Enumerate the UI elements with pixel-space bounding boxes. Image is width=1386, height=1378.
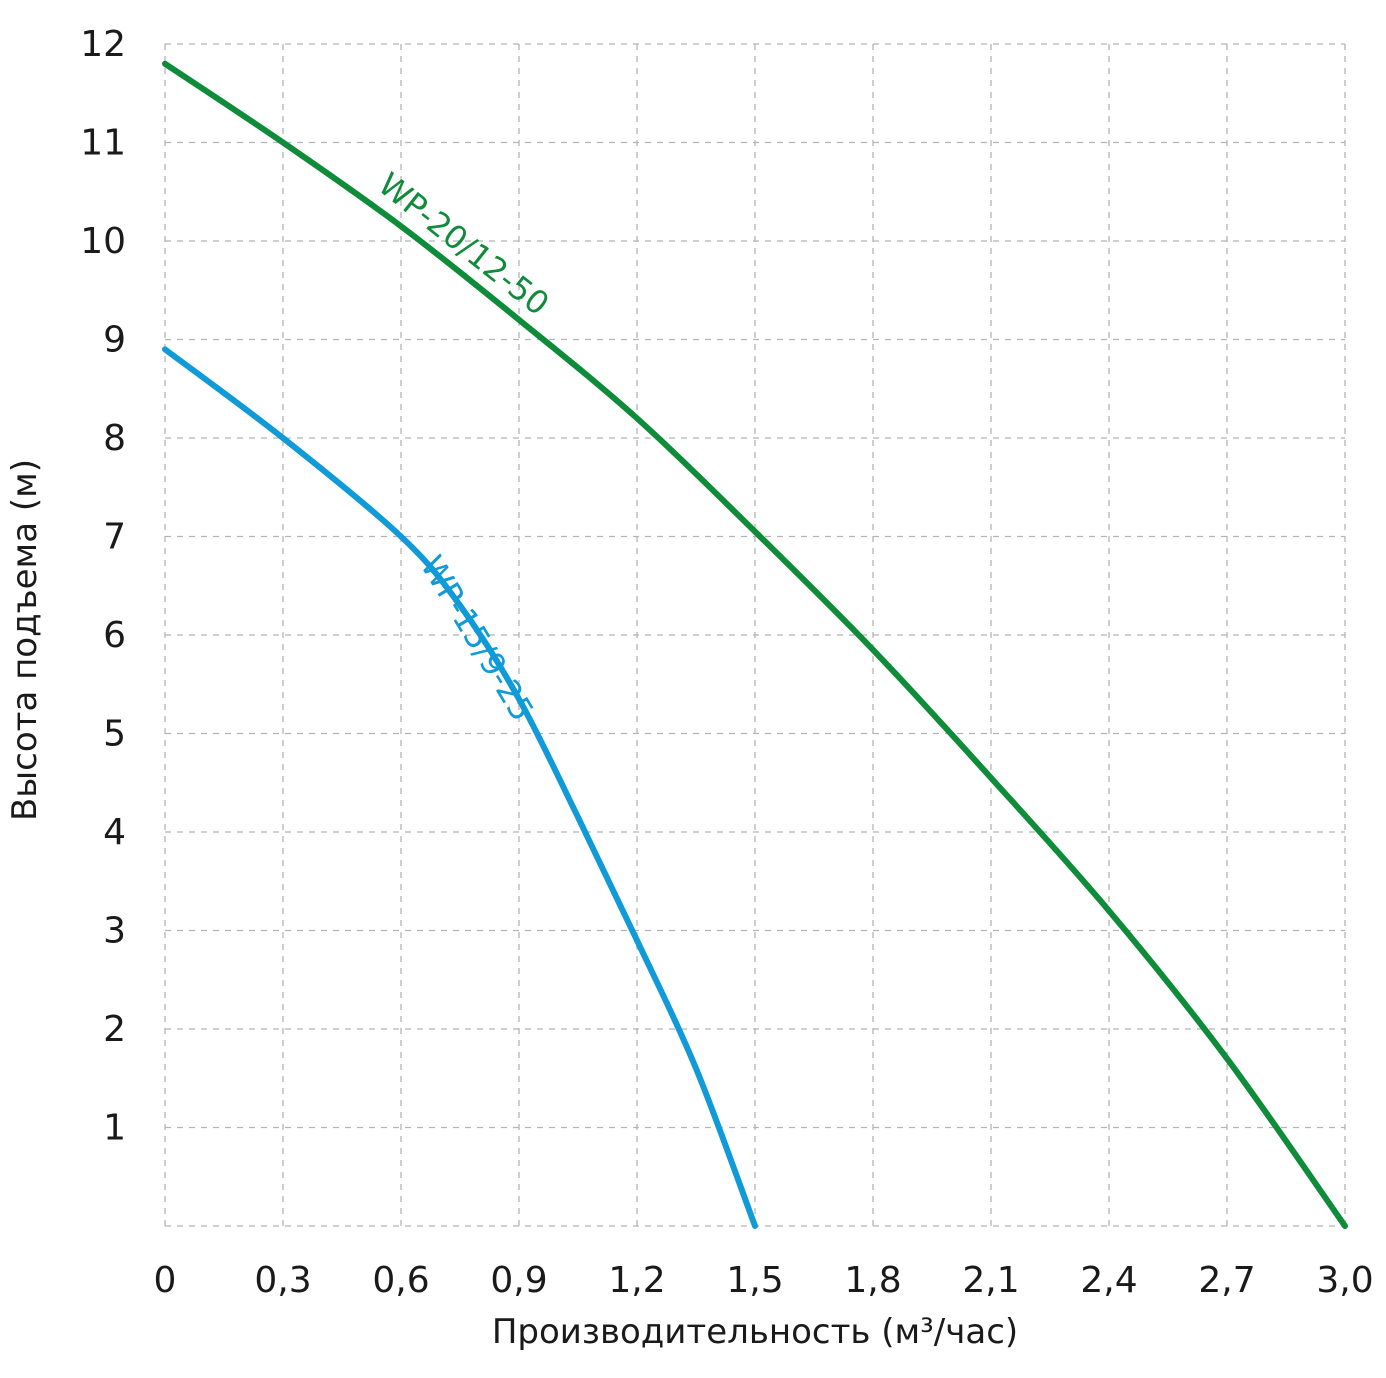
x-tick-label: 1,2 xyxy=(608,1260,665,1301)
x-tick-label: 2,7 xyxy=(1198,1260,1255,1301)
series-layer xyxy=(162,60,1348,1229)
y-tick-label: 10 xyxy=(80,221,126,262)
y-tick-label: 11 xyxy=(80,123,126,164)
series-line-wp-15-9-25 xyxy=(162,346,758,1229)
series-label-wp-15-9-25: WP-15/9-25 xyxy=(413,549,542,728)
x-tick-label: 0 xyxy=(154,1260,177,1301)
y-tick-label: 9 xyxy=(103,320,126,361)
y-tick-label: 4 xyxy=(103,812,126,853)
series-labels: WP-20/12-50 WP-15/9-25 xyxy=(371,165,556,727)
x-tick-label: 2,4 xyxy=(1080,1260,1137,1301)
series-label-wp-20-12-50: WP-20/12-50 xyxy=(371,165,556,323)
x-tick-label: 0,3 xyxy=(254,1260,311,1301)
y-tick-label: 3 xyxy=(103,911,126,952)
y-tick-label: 2 xyxy=(103,1009,126,1050)
y-tick-label: 5 xyxy=(103,714,126,755)
x-tick-label: 1,5 xyxy=(726,1260,783,1301)
y-axis-title: Высота подъема (м) xyxy=(5,459,45,821)
y-tick-label: 7 xyxy=(103,517,126,558)
x-tick-label: 1,8 xyxy=(844,1260,901,1301)
y-tick-label: 1 xyxy=(103,1108,126,1149)
y-tick-label: 12 xyxy=(80,24,126,65)
y-tick-label: 6 xyxy=(103,615,126,656)
x-axis-title: Производительность (м³/час) xyxy=(492,1312,1018,1352)
x-tick-label: 3,0 xyxy=(1316,1260,1373,1301)
tick-labels: 0 0,3 0,6 0,9 1,2 1,5 1,8 2,1 2,4 2,7 3,0123456789… xyxy=(80,24,1373,1301)
series-line-wp-20-12-50 xyxy=(162,60,1348,1229)
x-tick-label: 0,6 xyxy=(372,1260,429,1301)
grid xyxy=(164,43,1346,1227)
x-tick-label: 2,1 xyxy=(962,1260,1019,1301)
y-tick-label: 8 xyxy=(103,418,126,459)
x-tick-label: 0,9 xyxy=(490,1260,547,1301)
